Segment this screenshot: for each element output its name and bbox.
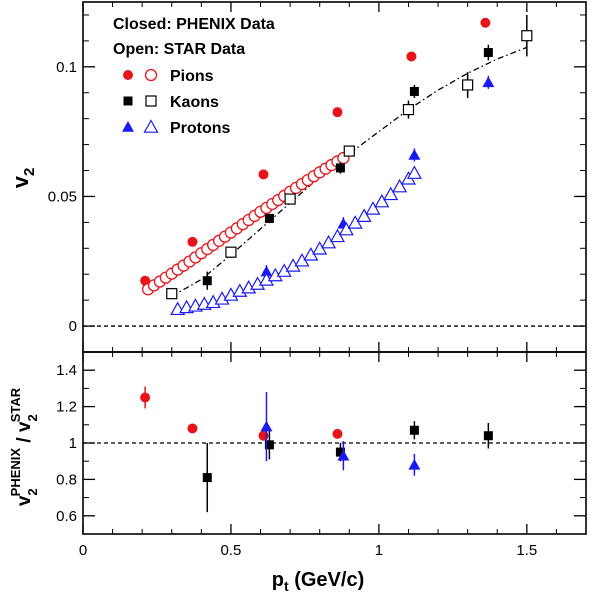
fit-curve-kaons bbox=[171, 46, 528, 297]
data-point bbox=[343, 145, 355, 157]
ratio-point bbox=[332, 428, 343, 439]
series-protons-phenix bbox=[260, 75, 495, 279]
top-y-axis-label: v2 bbox=[8, 168, 38, 189]
data-point bbox=[462, 79, 474, 91]
x-tick-label: 0.5 bbox=[221, 542, 242, 559]
data-point bbox=[409, 86, 419, 96]
series-pions-star bbox=[141, 151, 350, 296]
x-tick-label: 1 bbox=[375, 542, 383, 559]
ratio-point bbox=[260, 420, 273, 432]
series-protons-star bbox=[170, 165, 422, 316]
legend-marker-open bbox=[144, 68, 158, 82]
ratio-point bbox=[264, 440, 274, 450]
data-point bbox=[187, 236, 198, 247]
legend-marker-closed bbox=[123, 70, 133, 80]
data-point bbox=[482, 76, 495, 88]
data-point bbox=[258, 169, 269, 180]
top-panel: 0 0.05 0.1 bbox=[48, 1, 587, 353]
data-point bbox=[332, 107, 343, 118]
legend-marker-open bbox=[143, 119, 159, 133]
data-point bbox=[356, 208, 372, 222]
data-point bbox=[166, 288, 178, 300]
ratio-series-pions bbox=[140, 386, 343, 441]
ratio-point bbox=[140, 392, 151, 403]
legend-marker-closed bbox=[123, 96, 133, 106]
y-tick-label: 1.4 bbox=[56, 362, 77, 379]
ratio-sub-1: 2 bbox=[25, 488, 40, 495]
data-point bbox=[402, 103, 415, 116]
legend-title-open: Open: STAR Data bbox=[113, 41, 245, 58]
x-tick-label: 0 bbox=[79, 542, 87, 559]
ratio-point bbox=[483, 431, 493, 441]
data-point bbox=[408, 148, 421, 160]
ratio-point bbox=[187, 423, 198, 434]
legend-marker-closed bbox=[122, 121, 134, 132]
ratio-series-protons bbox=[260, 392, 421, 476]
bottom-y-axis-label: v2PHENIX / v2STAR bbox=[8, 387, 40, 506]
legend-marker-open bbox=[145, 95, 157, 107]
y-tick-label: 0 bbox=[69, 318, 77, 335]
ratio-point bbox=[409, 425, 419, 435]
data-point bbox=[260, 265, 273, 277]
ratio-sub-2: 2 bbox=[25, 414, 40, 421]
data-point bbox=[347, 215, 363, 229]
y-tick-label: 1 bbox=[69, 435, 77, 452]
series-pions-phenix bbox=[140, 17, 491, 286]
data-point bbox=[521, 30, 533, 42]
data-point bbox=[338, 221, 354, 236]
y-tick-label: 1.2 bbox=[56, 399, 77, 416]
legend-label-kaons: Kaons bbox=[170, 94, 219, 111]
data-point bbox=[383, 186, 399, 201]
data-point bbox=[202, 276, 212, 286]
data-point bbox=[406, 165, 422, 179]
series-kaons-star bbox=[166, 14, 533, 300]
x-tick-label: 1.5 bbox=[516, 542, 537, 559]
data-point bbox=[225, 246, 237, 258]
legend: Closed: PHENIX Data Open: STAR Data Pion… bbox=[113, 16, 275, 137]
ratio-sup-2: STAR bbox=[8, 387, 23, 422]
ratio-sup-1: PHENIX bbox=[8, 448, 23, 497]
series-kaons-phenix bbox=[202, 44, 493, 290]
data-point bbox=[284, 193, 296, 205]
axis-labels: v2 v2PHENIX / v2STAR pt (GeV/c) bbox=[8, 168, 364, 594]
data-point bbox=[480, 17, 491, 28]
data-point bbox=[365, 201, 381, 215]
data-point bbox=[264, 213, 274, 223]
y-tick-label: 0.8 bbox=[56, 471, 77, 488]
legend-title-closed: Closed: PHENIX Data bbox=[113, 16, 275, 33]
ratio-point bbox=[335, 447, 345, 457]
ratio-point bbox=[408, 458, 421, 470]
data-point bbox=[329, 228, 345, 243]
legend-label-pions: Pions bbox=[170, 68, 214, 85]
x-axis-label: pt (GeV/c) bbox=[272, 569, 364, 594]
ratio-point bbox=[202, 473, 212, 483]
data-point bbox=[335, 163, 345, 173]
data-point bbox=[483, 48, 493, 58]
y-tick-label: 0.1 bbox=[56, 59, 77, 76]
legend-markers bbox=[122, 68, 159, 133]
y-tick-label: 0.6 bbox=[56, 508, 77, 525]
y-tick-label: 0.05 bbox=[48, 188, 77, 205]
data-point bbox=[374, 193, 390, 208]
legend-label-protons: Protons bbox=[170, 120, 231, 137]
data-point bbox=[392, 178, 408, 193]
ratio-point bbox=[337, 449, 350, 461]
bottom-panel: 0 0.5 1 1.5 0.6 0.8 1 1.2 1.4 bbox=[56, 351, 587, 559]
ratio-series-kaons bbox=[202, 421, 493, 513]
data-point bbox=[406, 51, 417, 62]
